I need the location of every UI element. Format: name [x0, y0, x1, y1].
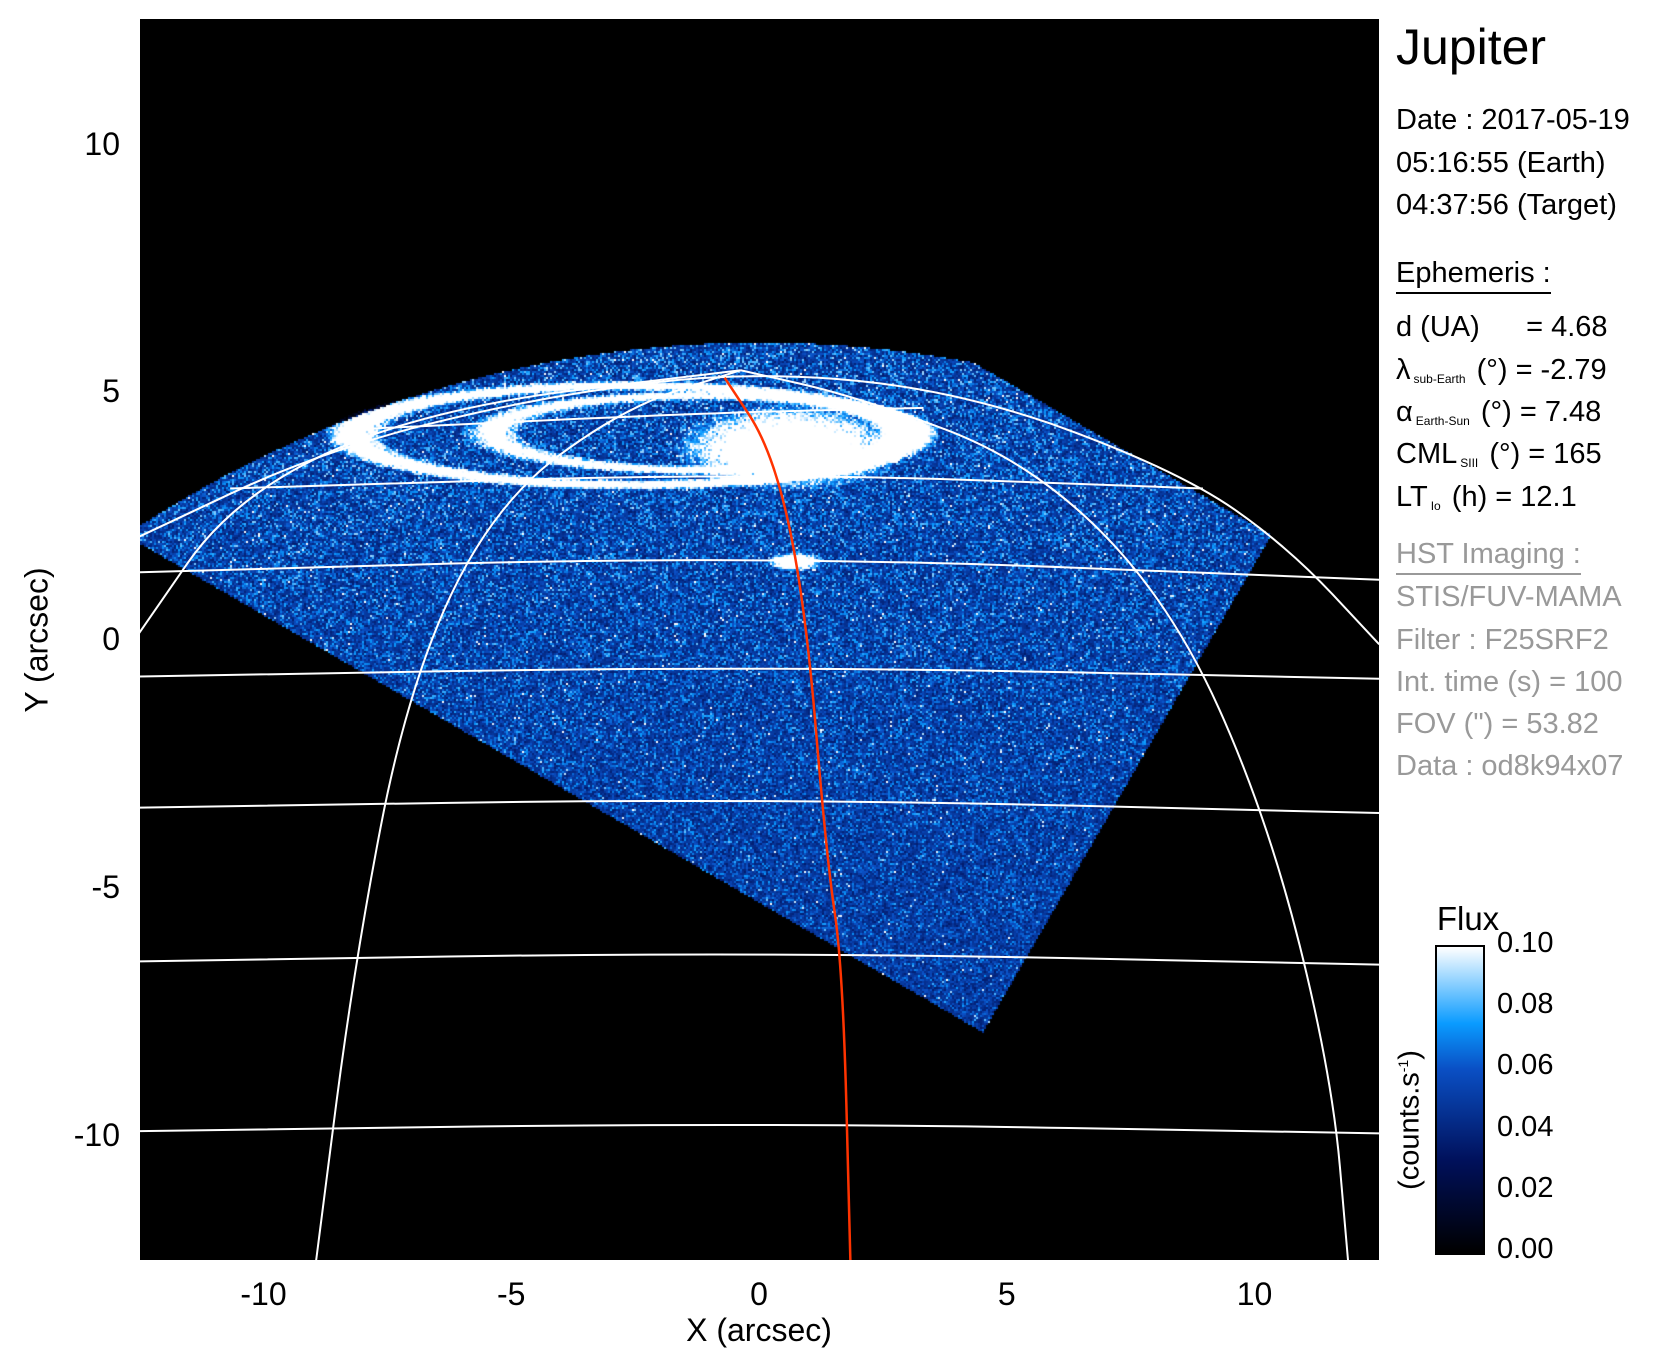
ephemeris-row: d (UA) = 4.68: [1396, 311, 1608, 344]
ephemeris-subscript: Io: [1431, 499, 1441, 513]
y-tick-label: 5: [102, 373, 120, 410]
colorbar-tick-label: 0.02: [1497, 1172, 1553, 1205]
colorbar-label-sup: -1: [1395, 1060, 1411, 1072]
y-tick-label: -10: [74, 1117, 120, 1154]
latitude-line-2: [140, 954, 1379, 964]
colorbar-title: Flux: [1437, 900, 1499, 938]
colorbar-label-text: (counts.s: [1394, 1072, 1426, 1190]
imaging-header: HST Imaging :: [1396, 538, 1581, 575]
central-meridian-line: [725, 378, 851, 1260]
ephemeris-row: α Earth-Sun (°) = 7.48: [1396, 396, 1601, 429]
colorbar-tick-label: 0.00: [1497, 1233, 1553, 1266]
latitude-line-4: [140, 669, 1379, 679]
ephemeris-subscript: sub-Earth: [1414, 372, 1466, 386]
colorbar-tick-label: 0.06: [1497, 1049, 1553, 1082]
ephemeris-symbol: α: [1396, 396, 1413, 428]
ephemeris-row: λ sub-Earth (°) = -2.79: [1396, 354, 1607, 387]
x-tick-label: -5: [471, 1276, 551, 1313]
latitude-line-6: [230, 476, 1203, 488]
meridian-line-2: [741, 370, 1348, 1260]
latitude-line-3: [140, 801, 1379, 813]
imaging-row: Filter : F25SRF2: [1396, 624, 1609, 657]
earth-time: 05:16:55 (Earth): [1396, 147, 1606, 180]
imaging-row: Int. time (s) = 100: [1396, 666, 1622, 699]
ephemeris-value: = 4.68: [1494, 311, 1608, 343]
x-tick-label: -10: [224, 1276, 304, 1313]
meridian-line-3: [140, 370, 741, 633]
ephemeris-header: Ephemeris :: [1396, 257, 1551, 294]
limb-line: [140, 376, 1379, 644]
latitude-line-5: [140, 560, 1379, 580]
colorbar-label: (counts.s-1): [1394, 1050, 1427, 1190]
ephemeris-symbol: λ: [1396, 354, 1411, 386]
ephemeris-value: (°) = 165: [1489, 438, 1601, 470]
x-axis-label: X (arcsec): [686, 1312, 832, 1349]
ephemeris-value: (°) = -2.79: [1477, 354, 1607, 386]
ephemeris-value: (h) = 12.1: [1452, 481, 1577, 513]
planet-title: Jupiter: [1396, 18, 1546, 76]
y-tick-label: -5: [92, 869, 120, 906]
ephemeris-symbol: LT: [1396, 481, 1428, 513]
latitude-line-7: [354, 408, 924, 429]
planet-grid-overlay: [140, 19, 1379, 1260]
y-tick-label: 0: [102, 621, 120, 658]
colorbar-tick-label: 0.04: [1497, 1111, 1553, 1144]
target-time: 04:37:56 (Target): [1396, 189, 1617, 222]
y-axis-label: Y (arcsec): [19, 567, 56, 712]
colorbar: [1435, 945, 1485, 1255]
flux-image-plot: [140, 19, 1379, 1260]
ephemeris-row: LT Io (h) = 12.1: [1396, 481, 1577, 514]
ephemeris-subscript: SIII: [1460, 456, 1478, 470]
ephemeris-row: CML SIII (°) = 165: [1396, 438, 1602, 471]
latitude-line-1: [140, 1125, 1379, 1133]
x-tick-label: 10: [1215, 1276, 1295, 1313]
ephemeris-symbol: d (UA): [1396, 311, 1480, 343]
imaging-row: Data : od8k94x07: [1396, 750, 1623, 783]
imaging-row: STIS/FUV-MAMA: [1396, 581, 1622, 614]
x-tick-label: 5: [967, 1276, 1047, 1313]
colorbar-tick-label: 0.10: [1497, 927, 1553, 960]
colorbar-tick-label: 0.08: [1497, 988, 1553, 1021]
ephemeris-subscript: Earth-Sun: [1416, 414, 1470, 428]
x-tick-label: 0: [719, 1276, 799, 1313]
ephemeris-value: (°) = 7.48: [1481, 396, 1601, 428]
date-line: Date : 2017-05-19: [1396, 104, 1630, 137]
imaging-row: FOV (") = 53.82: [1396, 708, 1599, 741]
y-tick-label: 10: [84, 126, 120, 163]
colorbar-label-end: ): [1394, 1050, 1426, 1060]
ephemeris-symbol: CML: [1396, 438, 1457, 470]
